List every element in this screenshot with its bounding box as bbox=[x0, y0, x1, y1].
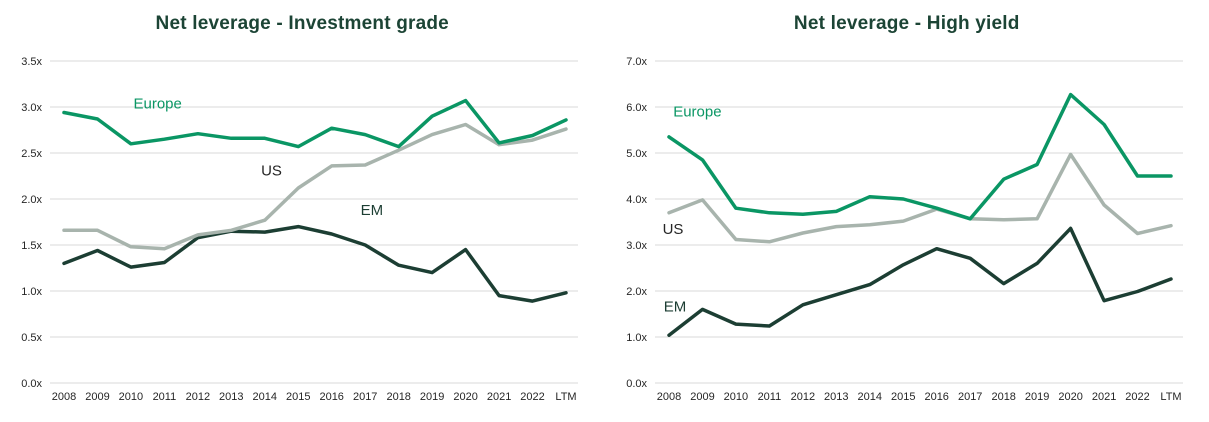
line-chart-high-yield: 7.0x 6.0x 5.0x 4.0x 3.0x 2.0x 1.0x 0.0x 2008 2009… bbox=[626, 56, 1183, 403]
series-line-us bbox=[666, 152, 1173, 244]
x-tick-label: 2011 bbox=[757, 391, 781, 403]
series-line-europe bbox=[666, 92, 1173, 221]
x-tick-label: 2021 bbox=[487, 391, 511, 403]
x-tick-label: 2013 bbox=[824, 391, 848, 403]
x-tick-label: 2018 bbox=[991, 391, 1015, 403]
y-tick-label: 1.0x bbox=[626, 332, 647, 344]
x-tick-label: 2020 bbox=[453, 391, 477, 403]
x-tick-label: 2012 bbox=[790, 391, 814, 403]
y-tick-label: 6.0x bbox=[626, 102, 647, 114]
y-tick-label: 1.0x bbox=[21, 286, 42, 298]
x-tick-label: 2017 bbox=[957, 391, 981, 403]
y-tick-label: 0.0x bbox=[626, 378, 647, 390]
x-tick-label: 2009 bbox=[85, 391, 109, 403]
x-tick-label: 2010 bbox=[119, 391, 143, 403]
series-label-em: EM bbox=[663, 299, 686, 316]
x-tick-label: 2011 bbox=[153, 391, 177, 403]
x-tick-label: 2021 bbox=[1091, 391, 1115, 403]
series-label-em: EM bbox=[361, 202, 384, 219]
x-tick-label: 2016 bbox=[924, 391, 948, 403]
series-line-em bbox=[666, 226, 1173, 337]
x-tick-label: 2014 bbox=[253, 391, 277, 403]
y-tick-label: 3.0x bbox=[21, 102, 42, 114]
x-tick-label: LTM bbox=[1160, 391, 1181, 403]
x-tick-label: 2022 bbox=[1125, 391, 1149, 403]
y-tick-label: 2.5x bbox=[21, 148, 42, 160]
y-tick-label: 3.0x bbox=[626, 240, 647, 252]
y-tick-label: 0.0x bbox=[21, 378, 42, 390]
line-chart-investment-grade: 3.5x 3.0x 2.5x 2.0x 1.5x 1.0x 0.5x 0.0x 2008 2009… bbox=[21, 56, 578, 403]
x-tick-label: 2019 bbox=[420, 391, 444, 403]
x-tick-label: 2010 bbox=[723, 391, 747, 403]
x-tick-label: LTM bbox=[555, 391, 576, 403]
x-tick-label: 2022 bbox=[520, 391, 544, 403]
x-tick-label: 2008 bbox=[656, 391, 680, 403]
series-label-europe: Europe bbox=[673, 104, 721, 121]
chart-title-investment-grade: Net leverage - Investment grade bbox=[155, 13, 449, 34]
x-tick-label: 2009 bbox=[690, 391, 714, 403]
x-tick-label: 2015 bbox=[286, 391, 310, 403]
chart-panel-high-yield: Net leverage - High yield 7.0x 6.0x 5.0x 4.… bbox=[605, 0, 1209, 422]
series-line-us bbox=[62, 122, 568, 251]
x-tick-label: 2008 bbox=[52, 391, 76, 403]
x-tick-label: 2020 bbox=[1058, 391, 1082, 403]
y-tick-label: 0.5x bbox=[21, 332, 42, 344]
series-label-us: US bbox=[261, 163, 282, 180]
y-tick-label: 2.0x bbox=[21, 194, 42, 206]
x-tick-label: 2012 bbox=[186, 391, 210, 403]
x-tick-label: 2014 bbox=[857, 391, 881, 403]
y-tick-label: 4.0x bbox=[626, 194, 647, 206]
y-tick-label: 3.5x bbox=[21, 56, 42, 68]
chart-title-high-yield: Net leverage - High yield bbox=[793, 13, 1020, 34]
chart-panel-investment-grade: Net leverage - Investment grade 3.5x 3.0x… bbox=[21, 13, 578, 403]
y-tick-label: 2.0x bbox=[626, 286, 647, 298]
series-line-europe bbox=[62, 98, 568, 149]
x-tick-label: 2013 bbox=[219, 391, 243, 403]
y-tick-label: 1.5x bbox=[21, 240, 42, 252]
series-label-europe: Europe bbox=[134, 95, 182, 112]
x-tick-label: 2017 bbox=[353, 391, 377, 403]
x-tick-label: 2016 bbox=[319, 391, 343, 403]
x-tick-label: 2018 bbox=[386, 391, 410, 403]
series-line-em bbox=[62, 224, 568, 303]
y-tick-label: 5.0x bbox=[626, 148, 647, 160]
y-tick-label: 7.0x bbox=[626, 56, 647, 68]
x-tick-label: 2015 bbox=[891, 391, 915, 403]
x-tick-label: 2019 bbox=[1024, 391, 1048, 403]
series-label-us: US bbox=[662, 221, 683, 238]
